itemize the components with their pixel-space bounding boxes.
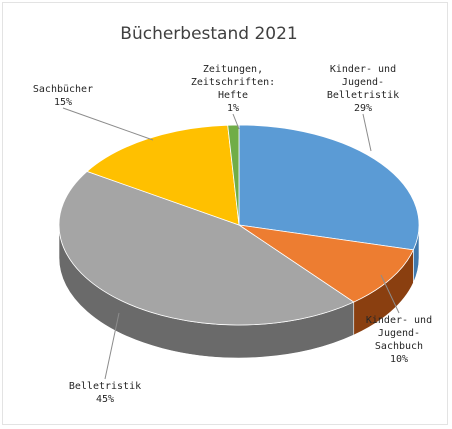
pie-slice xyxy=(238,224,414,303)
leader-line xyxy=(104,312,120,380)
pie-slice xyxy=(58,170,355,326)
pie-depth xyxy=(58,224,420,359)
data-label-line: 15% xyxy=(54,97,72,108)
data-label-line: 29% xyxy=(354,103,372,114)
data-label-line: Jugend- xyxy=(378,328,420,339)
leader-line xyxy=(232,113,240,130)
data-label: Kinder- und Jugend- Belletristik 29% xyxy=(327,64,399,114)
data-label-line: Belletristik xyxy=(69,381,141,392)
pie-chart: Bücherbestand 2021 Kinder- und Jugend- Bel… xyxy=(33,24,432,405)
leader-line xyxy=(362,113,372,152)
pie-slice xyxy=(227,124,240,226)
data-label-line: Sachbuch xyxy=(375,341,423,352)
data-label-line: Zeitschriften: xyxy=(191,77,275,88)
data-label: Sachbücher 15% xyxy=(33,84,93,108)
data-label-line: Zeitungen, xyxy=(203,64,263,75)
chart-frame: Bücherbestand 2021 Kinder- und Jugend- Bel… xyxy=(2,2,448,425)
leader-line xyxy=(62,107,154,141)
data-label-line: Jugend- xyxy=(342,77,384,88)
data-label: Zeitungen, Zeitschriften: Hefte 1% xyxy=(191,64,275,114)
data-label-line: Hefte xyxy=(218,90,248,101)
data-label-line: Kinder- und xyxy=(366,315,432,326)
data-label-line: 45% xyxy=(96,394,114,405)
data-label-line: 1% xyxy=(227,103,239,114)
data-label-line: Sachbücher xyxy=(33,84,93,95)
data-label-line: Kinder- und xyxy=(330,64,396,75)
data-labels: Kinder- und Jugend-Belletristik 29%Kinder-… xyxy=(33,64,432,405)
data-label-line: Belletristik xyxy=(327,90,399,101)
data-label-line: 10% xyxy=(390,354,408,365)
label-leaders xyxy=(62,107,400,380)
pie-slice xyxy=(86,124,240,226)
pie-slice xyxy=(238,124,420,251)
leader-line xyxy=(380,274,400,314)
pie-slices xyxy=(58,124,420,326)
data-label: Belletristik 45% xyxy=(69,381,141,405)
data-label: Kinder- und Jugend- Sachbuch 10% xyxy=(366,315,432,365)
chart-title: Bücherbestand 2021 xyxy=(120,24,297,44)
